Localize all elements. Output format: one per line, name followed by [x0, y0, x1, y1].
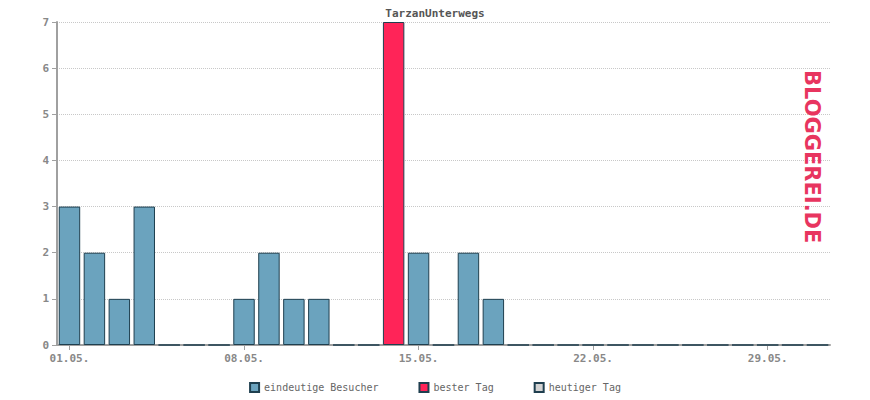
svg-text:29.05.: 29.05. [748, 352, 788, 365]
svg-text:01.05.: 01.05. [50, 352, 90, 365]
svg-text:2: 2 [42, 246, 49, 259]
svg-text:1: 1 [42, 292, 49, 305]
svg-text:5: 5 [42, 108, 49, 121]
svg-text:08.05.: 08.05. [224, 352, 264, 365]
svg-text:4: 4 [42, 154, 49, 167]
svg-text:3: 3 [42, 200, 49, 213]
svg-text:15.05.: 15.05. [399, 352, 439, 365]
svg-text:7: 7 [42, 16, 49, 29]
svg-text:BLOGGEREI.DE: BLOGGEREI.DE [800, 70, 824, 243]
svg-text:0: 0 [42, 339, 49, 352]
svg-text:6: 6 [42, 62, 49, 75]
svg-text:TarzanUnterwegs: TarzanUnterwegs [385, 7, 484, 20]
svg-text:22.05.: 22.05. [573, 352, 613, 365]
svg-text:eindeutige Besucher: eindeutige Besucher [264, 382, 378, 393]
svg-text:bester Tag: bester Tag [433, 382, 493, 393]
svg-text:heutiger Tag: heutiger Tag [549, 382, 621, 393]
